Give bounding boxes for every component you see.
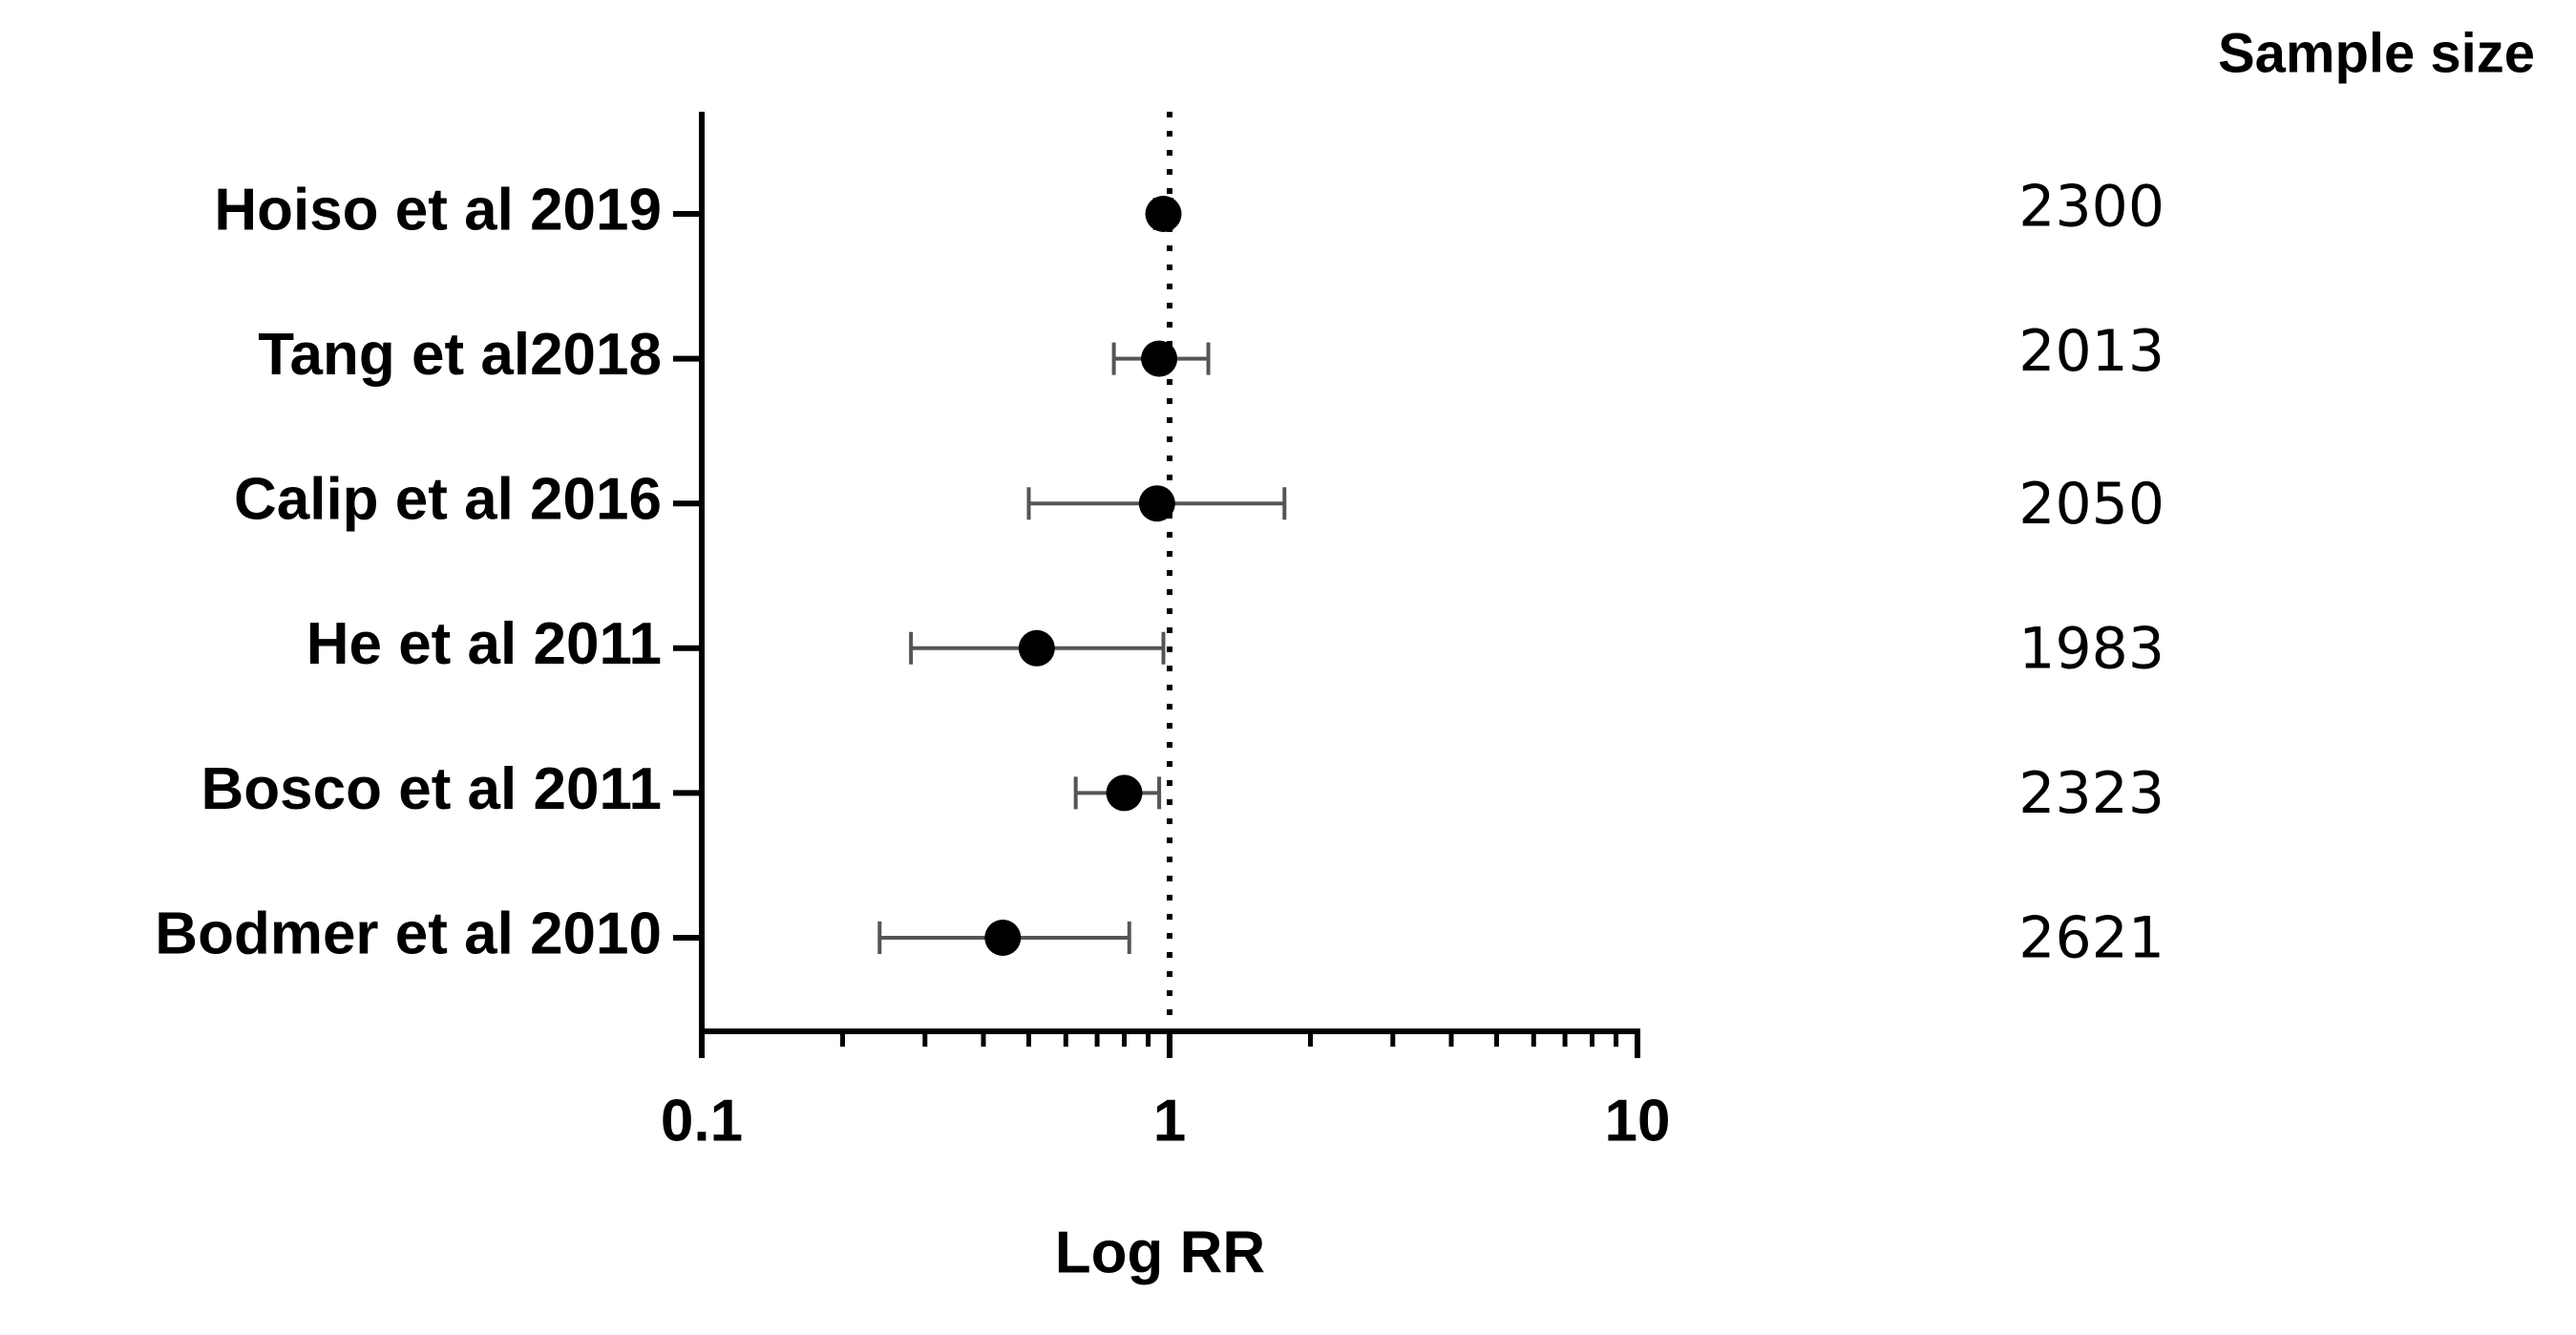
point-estimate [1141,340,1178,377]
y-tick-label: He et al 2011 [306,611,662,677]
y-tick-label: Tang et al2018 [258,322,662,388]
point-estimate [1145,196,1182,232]
x-tick-label: 1 [1153,1088,1186,1154]
x-axis-label: Log RR [1055,1219,1265,1285]
sample-size: 2013 [2018,318,2164,385]
y-tick-label: Bodmer et al 2010 [155,901,662,966]
sample-size: 1983 [2018,615,2164,682]
x-tick-label: 10 [1605,1088,1671,1154]
point-estimate [1138,485,1175,522]
y-tick-label: Bosco et al 2011 [201,756,663,822]
point-estimate [984,920,1022,956]
x-tick-label: 0.1 [661,1088,743,1154]
y-tick-label: Hoiso et al 2019 [214,177,662,243]
sample-size: 2621 [2018,905,2164,972]
sample-size: 2050 [2018,471,2164,538]
sample-size: 2323 [2018,760,2164,827]
y-tick-label: Calip et al 2016 [234,467,662,533]
point-estimate [1106,774,1143,812]
sample-size-title: Sample size [2218,22,2535,84]
sample-size: 2300 [2018,174,2164,241]
point-estimate [1018,629,1055,667]
